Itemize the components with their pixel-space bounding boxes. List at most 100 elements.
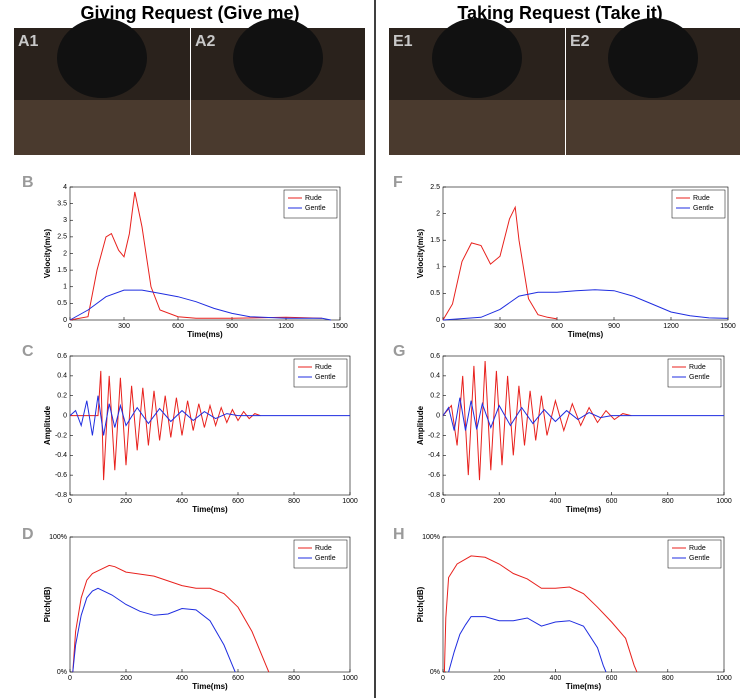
y-tick-label: 0.6	[430, 353, 440, 360]
column-header: Giving Request (Give me)	[80, 3, 299, 23]
y-tick-label: 0.5	[430, 290, 440, 297]
y-tick-label: 0	[436, 317, 440, 324]
person	[233, 18, 323, 98]
y-axis-label: Pitch(dB)	[416, 586, 425, 622]
x-axis-label: Time(ms)	[187, 330, 223, 339]
person	[432, 18, 522, 98]
panel-label: D	[22, 526, 34, 543]
x-tick-label: 400	[176, 675, 188, 682]
legend-label: Rude	[305, 195, 322, 202]
legend-label: Gentle	[315, 555, 336, 562]
y-tick-label: -0.6	[428, 472, 440, 479]
plot-frame	[442, 355, 725, 496]
legend-label: Rude	[693, 195, 710, 202]
legend-label: Rude	[315, 545, 332, 552]
table-surface	[14, 100, 190, 155]
plot-frame	[69, 536, 351, 673]
y-tick-label: 2	[63, 250, 67, 257]
series-line	[72, 587, 236, 673]
y-tick-label: 0.2	[430, 393, 440, 400]
table-surface	[389, 100, 565, 155]
x-tick-label: 400	[176, 498, 188, 505]
y-tick-label: 0.4	[57, 373, 67, 380]
y-axis-label: Amplitude	[43, 405, 52, 445]
x-tick-label: 600	[232, 675, 244, 682]
y-tick-label: 3.5	[57, 200, 67, 207]
legend-label: Gentle	[689, 374, 710, 381]
plot-frame	[442, 536, 725, 673]
table-surface	[191, 100, 365, 155]
y-tick-label: 1	[63, 284, 67, 291]
x-tick-label: 600	[606, 675, 618, 682]
x-tick-label: 0	[68, 498, 72, 505]
legend-box	[293, 358, 348, 388]
x-tick-label: 800	[662, 675, 674, 682]
photo-label: A1	[18, 33, 39, 50]
x-tick-label: 1500	[332, 323, 348, 330]
series-line	[442, 289, 729, 321]
x-tick-label: 900	[226, 323, 238, 330]
legend-box	[667, 358, 722, 388]
legend-label: Gentle	[315, 374, 336, 381]
x-axis-label: Time(ms)	[568, 330, 604, 339]
y-tick-label: 1	[436, 264, 440, 271]
plot-frame	[69, 355, 351, 496]
x-tick-label: 0	[441, 323, 445, 330]
y-tick-label: 0%	[430, 669, 440, 676]
legend-box	[671, 189, 726, 219]
series-line	[69, 289, 332, 321]
x-tick-label: 800	[288, 675, 300, 682]
x-axis-label: Time(ms)	[566, 505, 602, 514]
y-axis-label: Pitch(dB)	[43, 586, 52, 622]
x-tick-label: 0	[441, 675, 445, 682]
panel-label: G	[393, 343, 405, 360]
x-tick-label: 1000	[716, 675, 732, 682]
plot-frame	[442, 186, 729, 321]
photo-label: E1	[393, 33, 413, 50]
y-tick-label: 100%	[49, 534, 67, 541]
y-tick-label: 0%	[57, 669, 67, 676]
y-axis-label: Velocity(m/s)	[43, 228, 52, 278]
series-line	[72, 564, 270, 673]
y-tick-label: 0	[63, 317, 67, 324]
y-tick-label: -0.4	[428, 452, 440, 459]
legend-label: Rude	[689, 364, 706, 371]
x-tick-label: 1200	[278, 323, 294, 330]
x-tick-label: 200	[120, 675, 132, 682]
column-header: Taking Request (Take it)	[457, 3, 662, 23]
y-axis-label: Velocity(m/s)	[416, 228, 425, 278]
legend-box	[667, 539, 722, 569]
x-tick-label: 600	[551, 323, 563, 330]
y-tick-label: 4	[63, 184, 67, 191]
x-tick-label: 800	[288, 498, 300, 505]
x-tick-label: 300	[494, 323, 506, 330]
x-tick-label: 0	[68, 323, 72, 330]
x-tick-label: 200	[493, 675, 505, 682]
series-line	[443, 555, 638, 673]
y-tick-label: -0.6	[55, 472, 67, 479]
y-tick-label: -0.8	[428, 492, 440, 499]
x-tick-label: 400	[550, 675, 562, 682]
legend-label: Rude	[315, 364, 332, 371]
panel-label: H	[393, 526, 405, 543]
x-tick-label: 400	[550, 498, 562, 505]
series-line	[448, 616, 607, 673]
series-line	[69, 191, 323, 321]
y-tick-label: 1.5	[57, 267, 67, 274]
legend-label: Gentle	[693, 205, 714, 212]
legend-label: Rude	[689, 545, 706, 552]
x-axis-label: Time(ms)	[192, 682, 228, 691]
x-tick-label: 300	[118, 323, 130, 330]
panel-label: C	[22, 343, 34, 360]
y-tick-label: -0.4	[55, 452, 67, 459]
x-tick-label: 600	[232, 498, 244, 505]
x-axis-label: Time(ms)	[192, 505, 228, 514]
x-tick-label: 1000	[342, 675, 358, 682]
y-tick-label: 0.5	[57, 300, 67, 307]
series-line	[442, 205, 558, 321]
series-line	[442, 397, 724, 431]
y-tick-label: -0.8	[55, 492, 67, 499]
y-axis-label: Amplitude	[416, 405, 425, 445]
legend-label: Gentle	[305, 205, 326, 212]
